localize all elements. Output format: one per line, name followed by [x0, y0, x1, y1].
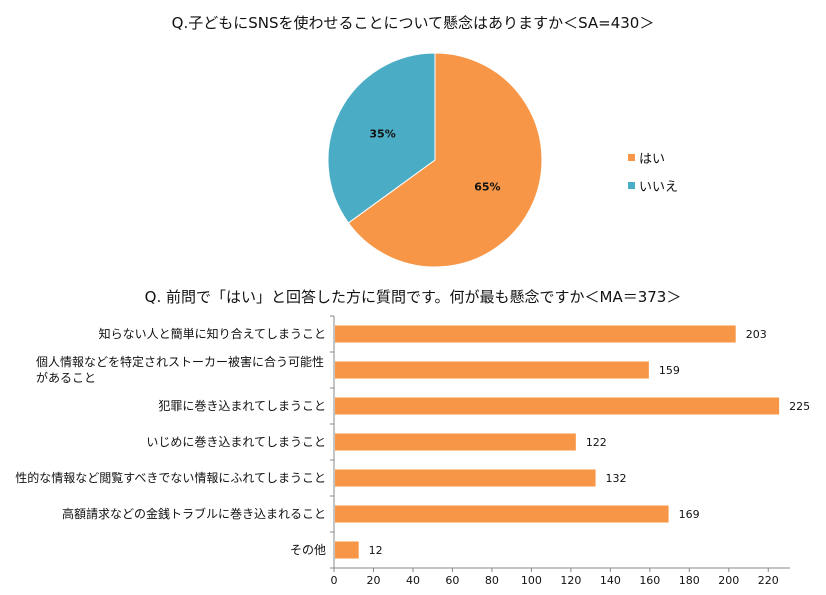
legend-item-no: いいえ — [628, 176, 678, 195]
pie-slice — [347, 52, 543, 268]
bar — [335, 505, 669, 523]
legend-swatch-yes — [628, 154, 635, 161]
legend-item-yes: はい — [628, 148, 665, 167]
x-tick-label: 40 — [406, 574, 420, 587]
category-label: その他 — [289, 543, 326, 557]
category-label: 性的な情報など閲覧すべきでない情報にふれてしまうこと — [15, 471, 326, 485]
bar-value-label: 132 — [606, 472, 627, 485]
bar-value-label: 225 — [789, 400, 810, 413]
legend-swatch-no — [628, 182, 635, 189]
category-label: 個人情報などを特定されストーカー被害に合う可能性があること — [36, 355, 325, 385]
bar — [335, 469, 596, 487]
bar-value-label: 169 — [679, 508, 700, 521]
pie-data-label: 35% — [369, 127, 395, 140]
x-tick-label: 200 — [718, 574, 739, 587]
pie-chart-title: Q.子どもにSNSを使わせることについて懸念はありますか＜SA=430＞ — [171, 14, 655, 32]
category-label: 犯罪に巻き込まれてしまうこと — [158, 399, 326, 413]
bar-value-label: 122 — [586, 436, 607, 449]
x-tick-label: 220 — [758, 574, 779, 587]
bar — [335, 541, 359, 559]
x-tick-label: 80 — [485, 574, 499, 587]
category-label: 高額請求などの金銭トラブルに巻き込まれること — [61, 507, 326, 521]
category-label: いじめに巻き込まれてしまうこと — [146, 435, 326, 449]
x-tick-label: 20 — [366, 574, 380, 587]
x-tick-label: 100 — [521, 574, 542, 587]
legend-label-no: いいえ — [639, 180, 679, 195]
x-tick-label: 140 — [600, 574, 621, 587]
bar-value-label: 203 — [746, 328, 767, 341]
bar — [335, 433, 576, 451]
bar-value-label: 12 — [369, 544, 383, 557]
bar — [335, 397, 780, 415]
x-tick-label: 0 — [331, 574, 338, 587]
legend-label-yes: はい — [639, 152, 666, 167]
x-tick-label: 180 — [679, 574, 700, 587]
category-label: 知らない人と簡単に知り合えてしまうこと — [98, 327, 326, 341]
x-tick-label: 160 — [639, 574, 660, 587]
bar — [335, 325, 736, 343]
pie-slice — [327, 52, 436, 224]
x-tick-label: 120 — [560, 574, 581, 587]
bar — [335, 361, 649, 379]
x-tick-label: 60 — [445, 574, 459, 587]
pie-data-label: 65% — [474, 181, 500, 194]
bar-value-label: 159 — [659, 364, 680, 377]
bar-chart-title: Q. 前問で「はい」と回答した方に質問です。何が最も懸念ですか＜MA＝373＞ — [144, 288, 682, 306]
